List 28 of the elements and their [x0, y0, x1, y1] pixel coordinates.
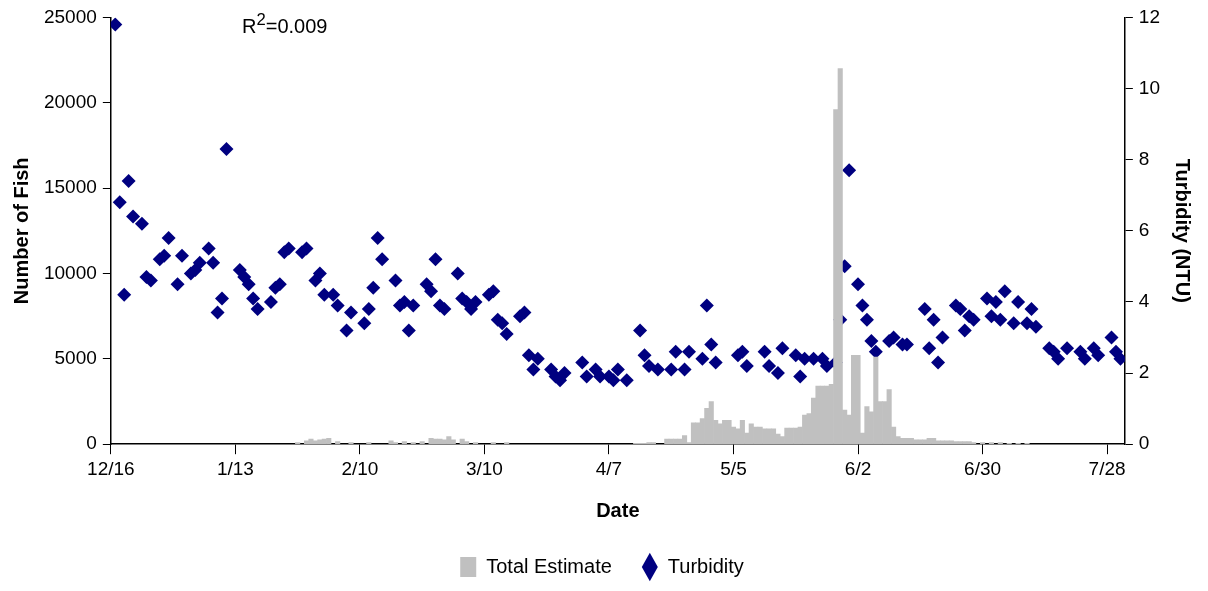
legend-label: Total Estimate: [486, 554, 612, 577]
y-axis-title: Number of Fish: [9, 157, 32, 305]
y2-tick-label: 2: [1138, 361, 1150, 383]
y-tick-label: 15000: [43, 176, 97, 198]
x-tick-label: 5/5: [720, 457, 747, 479]
y2-tick-label: 12: [1138, 5, 1161, 27]
x-tick-label: 6/2: [844, 457, 872, 479]
x-tick-label: 12/16: [87, 457, 135, 479]
x-axis-title: Date: [596, 498, 640, 521]
x-tick-label: 1/13: [216, 457, 254, 479]
x-tick-label: 4/7: [595, 457, 623, 479]
y-tick-label: 5000: [54, 347, 97, 369]
y2-tick-label: 10: [1138, 76, 1161, 98]
x-tick-label: 6/30: [964, 457, 1002, 479]
y2-tick-label: 4: [1138, 290, 1150, 312]
y-tick-label: 0: [86, 432, 97, 454]
x-tick-label: 3/10: [465, 457, 503, 479]
y2-tick-label: 6: [1138, 219, 1150, 241]
x-tick-label: 2/10: [341, 457, 379, 479]
y2-tick-label: 8: [1138, 147, 1150, 169]
y-tick-label: 25000: [43, 5, 97, 27]
y2-tick-label: 0: [1138, 432, 1150, 454]
legend-label: Turbidity: [667, 554, 744, 577]
x-tick-label: 7/28: [1088, 457, 1126, 479]
annotation: R$^{2}$=0.009: [242, 10, 328, 38]
y2-axis-title: Turbidity (NTU): [1172, 158, 1195, 303]
y-tick-label: 10000: [43, 261, 97, 283]
y-tick-label: 20000: [43, 90, 97, 112]
